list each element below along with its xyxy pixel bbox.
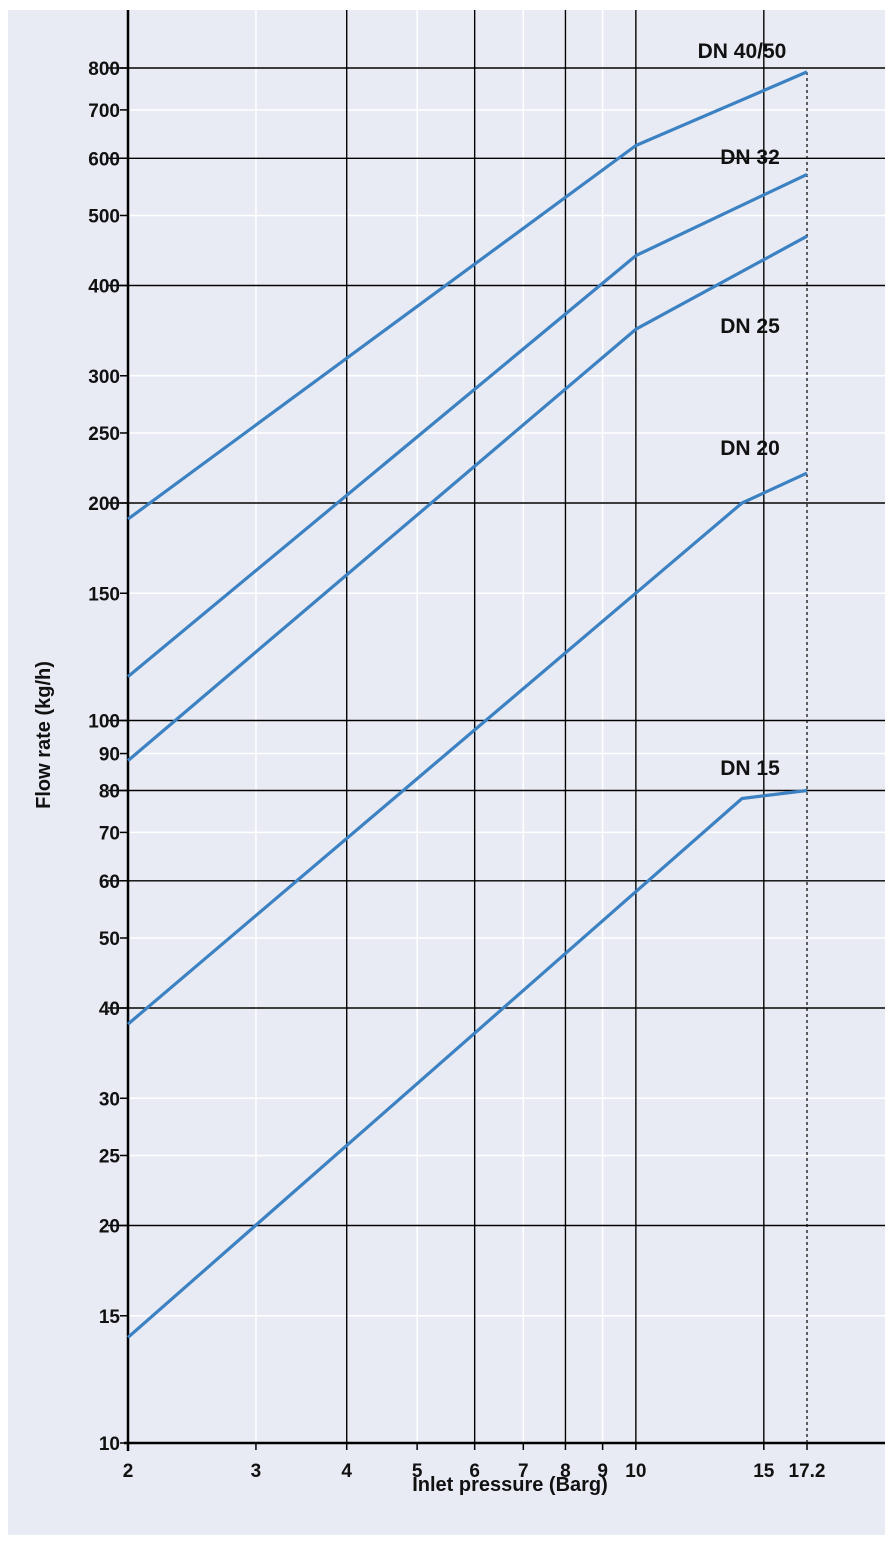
x-tick-labels: 2 3 4 5 6 7 8 9 10 15 17.2 <box>123 1461 826 1482</box>
series-label-dn-40-50: DN 40/50 <box>698 40 787 63</box>
x-tick-label: 2 <box>123 1461 134 1482</box>
series-label-dn-32: DN 32 <box>720 146 780 169</box>
x-axis-title: Inlet pressure (Barg) <box>412 1474 608 1496</box>
series-line-dn-25 <box>126 234 808 762</box>
axes <box>120 10 885 1451</box>
y-tick-label: 600 <box>88 149 120 170</box>
y-axis-title: Flow rate (kg/h) <box>33 661 55 809</box>
x-tick-label: 8 <box>560 1461 571 1482</box>
series-label-dn-15: DN 15 <box>720 757 780 780</box>
y-tick-label: 70 <box>99 823 120 844</box>
series-line-dn-15 <box>126 788 808 1339</box>
x-tick-label: 17.2 <box>789 1461 826 1482</box>
series-label-dn-20: DN 20 <box>720 437 780 460</box>
x-tick-label: 6 <box>469 1461 480 1482</box>
x-tick-label: 7 <box>518 1461 529 1482</box>
x-tick-label: 10 <box>625 1461 646 1482</box>
series-line-dn-32 <box>126 172 808 678</box>
y-tick-label: 300 <box>88 367 120 388</box>
major-gridlines <box>108 10 885 1443</box>
x-tick-label: 4 <box>341 1461 352 1482</box>
y-tick-label: 50 <box>99 929 120 950</box>
y-tick-label: 15 <box>99 1307 121 1328</box>
y-tick-label: 40 <box>99 999 120 1020</box>
y-tick-label: 10 <box>99 1434 120 1455</box>
y-tick-label: 25 <box>99 1146 121 1167</box>
series-label-dn-25: DN 25 <box>720 315 780 338</box>
y-tick-label: 150 <box>88 584 120 605</box>
y-tick-label: 500 <box>88 206 120 227</box>
y-tick-label: 100 <box>88 711 120 732</box>
series-lines <box>126 70 808 1339</box>
series-labels: DN 40/50 DN 32 DN 25 DN 20 DN 15 <box>698 40 787 780</box>
plot-background <box>8 10 885 1535</box>
y-tick-label: 80 <box>99 782 120 803</box>
y-tick-label: 20 <box>99 1217 120 1238</box>
y-tick-label: 90 <box>99 745 120 766</box>
y-tick-label: 700 <box>88 101 120 122</box>
x-tick-label: 15 <box>753 1461 775 1482</box>
y-tick-label: 400 <box>88 276 120 297</box>
series-line-dn-40-50 <box>127 70 808 521</box>
x-tick-label: 5 <box>412 1461 423 1482</box>
y-tick-labels: 10 15 20 25 30 40 50 60 70 80 90 100 150 200 250 300 400… <box>88 59 120 1455</box>
y-tick-label: 30 <box>99 1089 120 1110</box>
x-tick-label: 3 <box>251 1461 262 1482</box>
series-line-dn-20 <box>126 471 808 1026</box>
y-tick-label: 60 <box>99 872 120 893</box>
y-tick-label: 200 <box>88 494 120 515</box>
y-tick-label: 800 <box>88 59 120 80</box>
x-tick-label: 9 <box>597 1461 608 1482</box>
y-tick-label: 250 <box>88 424 120 445</box>
